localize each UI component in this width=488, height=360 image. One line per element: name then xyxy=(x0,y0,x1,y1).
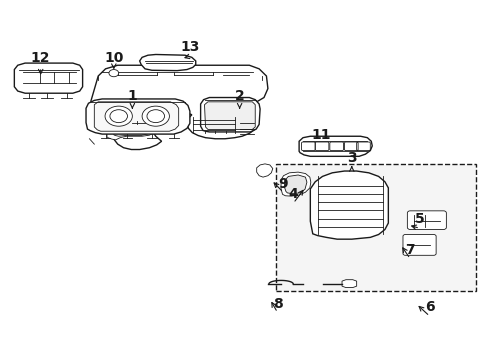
Polygon shape xyxy=(310,171,387,239)
Text: 8: 8 xyxy=(272,297,282,311)
Polygon shape xyxy=(86,99,189,134)
Text: 3: 3 xyxy=(346,152,356,166)
Text: 1: 1 xyxy=(127,89,137,103)
Text: 12: 12 xyxy=(31,51,50,65)
Polygon shape xyxy=(140,54,195,71)
Polygon shape xyxy=(341,280,356,288)
Text: 6: 6 xyxy=(424,300,434,314)
Text: 7: 7 xyxy=(405,243,414,257)
Polygon shape xyxy=(281,172,310,196)
Polygon shape xyxy=(14,63,82,93)
Polygon shape xyxy=(94,102,178,131)
Circle shape xyxy=(142,106,169,126)
FancyBboxPatch shape xyxy=(402,234,435,255)
Polygon shape xyxy=(256,164,272,177)
Polygon shape xyxy=(107,118,157,140)
Bar xyxy=(276,164,475,291)
Polygon shape xyxy=(114,119,153,136)
FancyBboxPatch shape xyxy=(407,211,446,229)
Text: 4: 4 xyxy=(288,187,298,201)
Text: 9: 9 xyxy=(278,177,288,190)
Text: 10: 10 xyxy=(104,51,123,65)
Circle shape xyxy=(109,69,119,77)
Text: 5: 5 xyxy=(414,212,424,226)
Polygon shape xyxy=(204,102,255,130)
Text: 13: 13 xyxy=(180,40,199,54)
Polygon shape xyxy=(284,175,306,194)
Text: 11: 11 xyxy=(311,128,330,142)
Text: 2: 2 xyxy=(234,89,244,103)
Polygon shape xyxy=(91,65,267,149)
Polygon shape xyxy=(200,98,260,132)
Circle shape xyxy=(105,106,132,126)
Polygon shape xyxy=(299,136,371,156)
